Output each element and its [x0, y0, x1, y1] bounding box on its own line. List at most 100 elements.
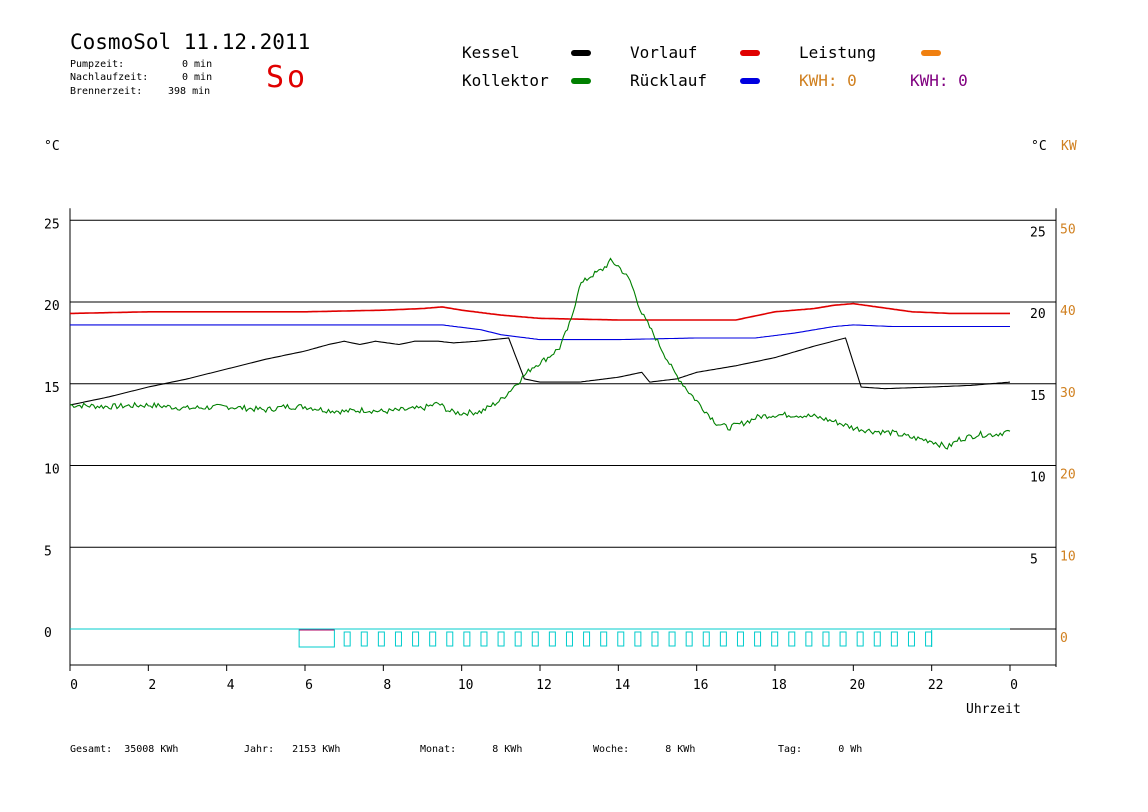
status-segment	[360, 631, 368, 647]
status-segment	[377, 631, 385, 647]
status-segment	[719, 631, 727, 647]
x-tick-label: 22	[928, 678, 944, 693]
status-segment	[617, 631, 625, 647]
legend-kessel: Kessel	[462, 43, 520, 62]
y-tick-label-kw: 40	[1060, 304, 1076, 319]
y-tick-label-kw: 0	[1060, 631, 1068, 646]
y-tick-label-left: 15	[44, 381, 60, 396]
legend-kollektor-swatch	[571, 78, 591, 84]
footer-value: 8 KWh	[492, 744, 523, 755]
x-tick-label: 6	[305, 678, 313, 693]
legend-vorlauf-swatch	[740, 50, 760, 56]
footer-jahr: Jahr: 2153 KWh	[244, 744, 340, 755]
y-tick-label-right: 20	[1030, 307, 1046, 322]
x-tick-label: 0	[1010, 678, 1018, 693]
y-tick-label-right: 10	[1030, 471, 1046, 486]
series-ruecklauf	[70, 324, 1010, 341]
footer-label: Monat:	[420, 744, 457, 755]
y-tick-label-left: 0	[44, 626, 52, 641]
y-tick-label-left: 25	[44, 217, 60, 232]
status-segment	[600, 631, 608, 647]
x-tick-label: 8	[383, 678, 391, 693]
footer-value: 2153 KWh	[292, 744, 341, 755]
status-segment	[856, 631, 864, 647]
footer-label: Woche:	[593, 744, 630, 755]
info-nachlaufzeit: Nachlaufzeit: 0 min	[70, 71, 212, 84]
y-tick-label-kw: 10	[1060, 549, 1076, 564]
status-segment	[771, 631, 779, 647]
legend-ruecklauf-swatch	[740, 78, 760, 84]
status-segment	[668, 631, 676, 647]
footer-gesamt: Gesamt: 35008 KWh	[70, 744, 178, 755]
status-segment	[651, 631, 659, 647]
x-axis-label: Uhrzeit	[966, 702, 1021, 717]
footer-label: Jahr:	[244, 744, 275, 755]
status-segment	[343, 631, 351, 647]
info-value: 398 min	[168, 86, 211, 97]
status-segment	[702, 631, 710, 647]
status-segment	[583, 631, 591, 647]
x-tick-label: 4	[227, 678, 235, 693]
y-tick-label-kw: 50	[1060, 222, 1076, 237]
weekday-label: So	[266, 60, 309, 95]
status-segment	[548, 631, 556, 647]
footer-value: 8 KWh	[665, 744, 696, 755]
x-tick-label: 18	[771, 678, 787, 693]
status-segment	[429, 631, 437, 647]
chart-title: CosmoSol 11.12.2011	[70, 30, 311, 54]
legend-vorlauf: Vorlauf	[630, 43, 698, 62]
info-label: Pumpzeit:	[70, 59, 125, 70]
status-segment	[736, 631, 744, 647]
status-segment	[907, 631, 915, 647]
info-value: 0 min	[182, 72, 213, 83]
x-tick-label: 0	[70, 678, 78, 693]
status-segment	[565, 631, 573, 647]
footer-monat: Monat: 8 KWh	[420, 744, 522, 755]
legend-leistung-swatch	[921, 50, 941, 56]
y-tick-label-right: 5	[1030, 552, 1038, 567]
status-segment	[754, 631, 762, 647]
legend-kollektor: Kollektor	[462, 71, 549, 90]
left-unit-label: °C	[44, 139, 60, 154]
y-tick-label-kw: 20	[1060, 468, 1076, 483]
y-tick-label-left: 10	[44, 463, 60, 478]
series-kessel	[69, 337, 1011, 406]
right-unit-label: °C	[1031, 139, 1047, 154]
y-tick-label-right: 25	[1030, 225, 1046, 240]
series-kollektor	[69, 257, 1011, 450]
info-value: 0 min	[182, 59, 213, 70]
series-vorlauf	[70, 302, 1010, 321]
legend-ruecklauf: Rücklauf	[630, 71, 708, 90]
status-segment	[531, 631, 539, 647]
footer-woche: Woche: 8 KWh	[593, 744, 695, 755]
right-kw-unit-label: KW	[1061, 139, 1077, 154]
status-segment	[839, 631, 847, 647]
status-segment	[890, 631, 898, 647]
x-tick-label: 14	[615, 678, 631, 693]
status-segment	[446, 631, 454, 647]
y-tick-label-kw: 30	[1060, 386, 1076, 401]
status-segment	[685, 631, 693, 647]
x-tick-label: 12	[536, 678, 552, 693]
status-segment	[822, 631, 830, 647]
footer-value: 35008 KWh	[124, 744, 179, 755]
status-segment	[412, 631, 420, 647]
footer-label: Gesamt:	[70, 744, 113, 755]
status-segment	[497, 631, 505, 647]
status-segment	[463, 631, 471, 647]
info-pumpzeit: Pumpzeit: 0 min	[70, 58, 212, 71]
footer-tag: Tag: 0 Wh	[778, 744, 862, 755]
status-segment	[873, 631, 881, 647]
footer-label: Tag:	[778, 744, 803, 755]
x-tick-label: 10	[458, 678, 474, 693]
status-segment	[480, 631, 488, 647]
status-segment	[634, 631, 642, 647]
legend-leistung: Leistung	[799, 43, 877, 62]
legend-kessel-swatch	[571, 50, 591, 56]
status-segment	[394, 631, 402, 647]
status-segment	[925, 631, 933, 647]
info-brennerzeit: Brennerzeit: 398 min	[70, 85, 210, 98]
y-tick-label-left: 5	[44, 544, 52, 559]
status-segment	[805, 631, 813, 647]
